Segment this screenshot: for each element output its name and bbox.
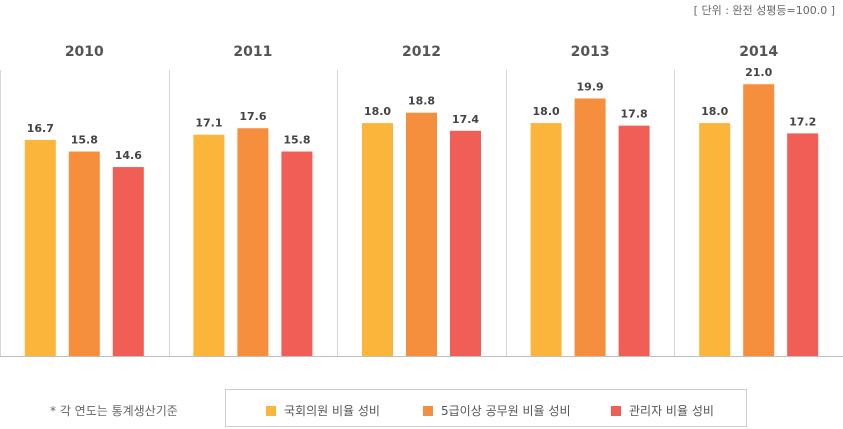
- data-label: 18.0: [533, 105, 560, 118]
- bar: [24, 139, 56, 356]
- bar: [112, 167, 144, 356]
- data-label: 15.8: [283, 134, 310, 147]
- data-label: 18.0: [364, 105, 391, 118]
- bar: [743, 84, 775, 356]
- legend-label-series-2: 5급이상 공무원 비율 성비: [441, 404, 571, 418]
- legend-swatch-series-3: [611, 406, 621, 416]
- data-label: 17.1: [195, 117, 222, 130]
- legend-item-series-3: 관리자 비율 성비: [611, 402, 714, 419]
- legend-swatch-series-2: [423, 406, 433, 416]
- legend-swatch-series-1: [266, 406, 276, 416]
- legend: 국회의원 비율 성비 5급이상 공무원 비율 성비 관리자 비율 성비: [225, 389, 747, 427]
- legend-item-series-2: 5급이상 공무원 비율 성비: [423, 402, 570, 419]
- bar: [281, 151, 313, 356]
- legend-item-series-1: 국회의원 비율 성비: [266, 402, 380, 419]
- category-label: 2010: [65, 44, 104, 60]
- footnote: * 각 연도는 통계생산기준: [50, 404, 178, 418]
- bar-chart: 2010 16.7 15.8 14.6 2011 17.1 17.6 15.8 2012 18.0…: [0, 44, 843, 357]
- data-label: 16.7: [27, 122, 54, 135]
- data-label: 15.8: [71, 134, 98, 147]
- data-label: 17.8: [621, 108, 648, 121]
- bar: [237, 128, 269, 356]
- category-label: 2012: [402, 44, 441, 60]
- bar: [68, 151, 100, 356]
- bar: [699, 123, 731, 356]
- bar: [406, 112, 437, 357]
- bar: [362, 123, 393, 356]
- data-label: 18.0: [701, 105, 728, 118]
- category-label: 2011: [233, 44, 272, 60]
- data-label: 17.6: [239, 110, 266, 123]
- bar: [530, 123, 562, 356]
- bar: [574, 98, 606, 357]
- data-label: 19.9: [577, 80, 604, 93]
- bar: [618, 125, 650, 356]
- category-label: 2014: [739, 44, 778, 60]
- data-label: 17.2: [789, 115, 816, 128]
- unit-note: [ 단위 : 완전 성평등=100.0 ]: [693, 4, 835, 17]
- bar: [787, 133, 819, 356]
- data-label: 18.8: [408, 95, 435, 108]
- data-label: 14.6: [115, 149, 142, 162]
- bar: [193, 134, 225, 356]
- category-label: 2013: [571, 44, 610, 60]
- data-label: 21.0: [745, 66, 772, 79]
- legend-label-series-3: 관리자 비율 성비: [629, 404, 714, 418]
- bar: [450, 130, 481, 356]
- data-label: 17.4: [452, 113, 479, 126]
- legend-label-series-1: 국회의원 비율 성비: [284, 404, 380, 418]
